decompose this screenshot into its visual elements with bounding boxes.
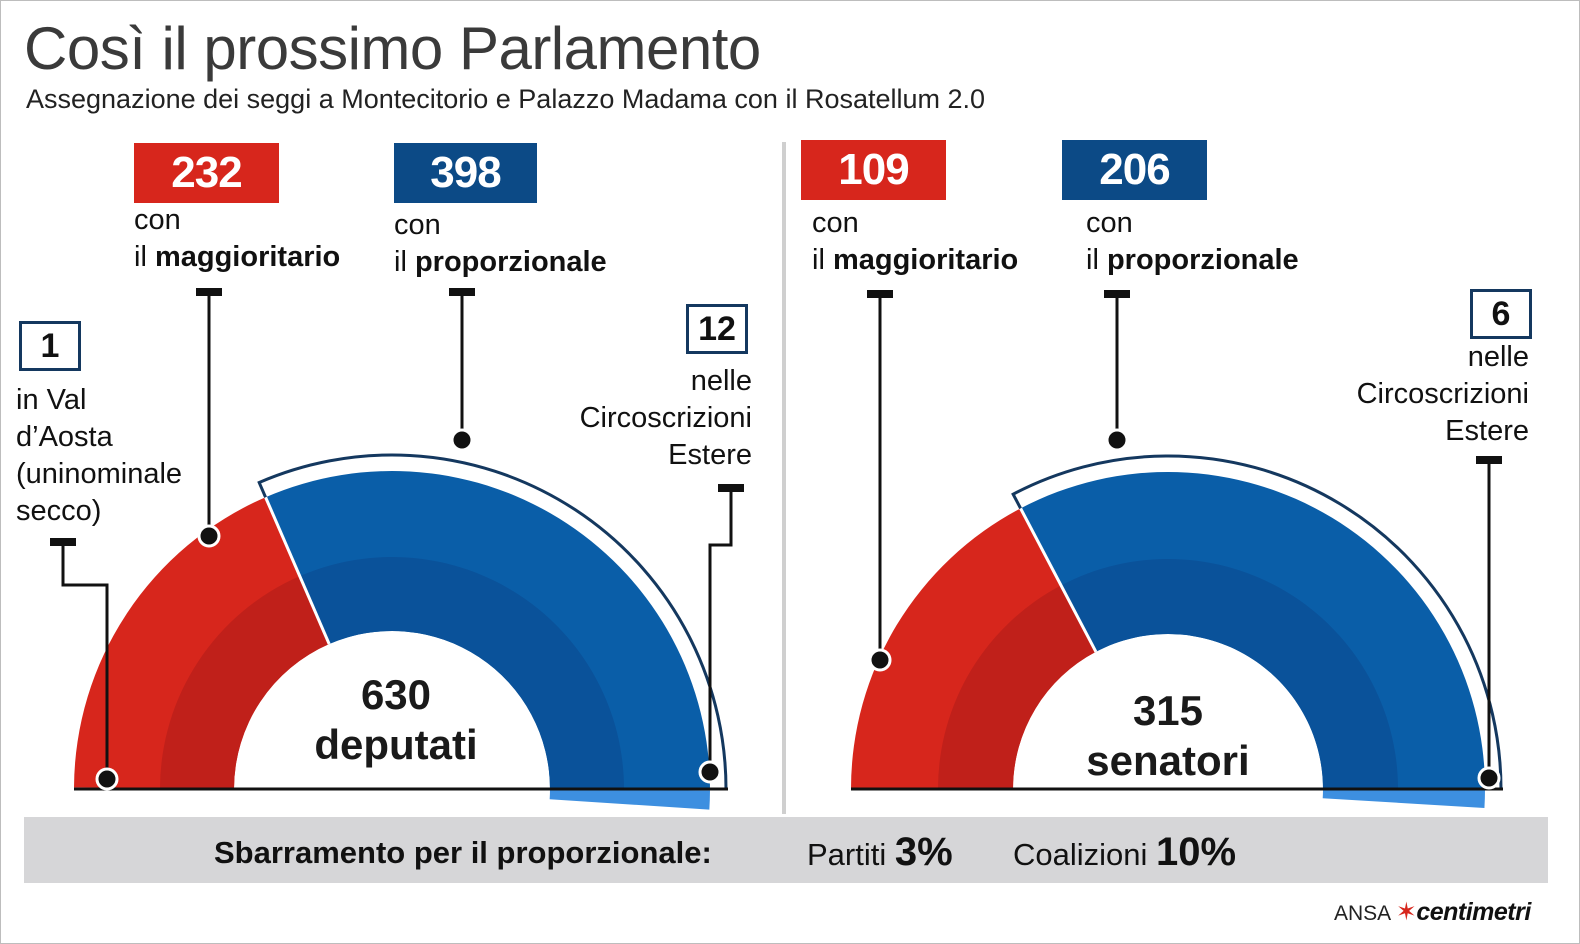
senato-estero-value: 6 <box>1491 294 1511 333</box>
camera-proporzionale-badge: 398 <box>394 143 537 203</box>
camera-segment <box>549 789 710 810</box>
camera-estero-value: 12 <box>698 309 736 348</box>
camera-valdaosta-value: 1 <box>40 326 60 365</box>
camera-estero-line: Estere <box>668 439 752 471</box>
credit-brand-name: centimetri <box>1416 898 1531 926</box>
credit-agency: ANSA <box>1334 902 1391 925</box>
camera-leader-line <box>708 488 733 772</box>
camera-leader-dot <box>197 524 221 548</box>
senato-maggioritario-value: 109 <box>838 145 909 194</box>
camera-valdaosta-line: d’Aosta <box>16 421 113 453</box>
threshold-coalizioni-label: Coalizioni <box>1013 837 1148 872</box>
senato-segment <box>851 508 1096 789</box>
camera-leader-cap <box>449 288 475 296</box>
camera-estero-line: nelle <box>690 365 752 397</box>
senato-maggioritario-badge: 109 <box>801 140 946 200</box>
camera-leader-dot <box>450 428 474 452</box>
senato-maggioritario-type: maggioritario <box>832 244 1019 276</box>
senato-maggioritario-il: il <box>812 244 825 276</box>
camera-segment-inner <box>299 557 624 791</box>
camera-total: 630 deputati <box>296 670 496 770</box>
threshold-partiti-value: 3% <box>894 830 953 874</box>
camera-valdaosta-line: secco) <box>16 495 102 527</box>
senato-estero-line: Circoscrizioni <box>1356 378 1529 410</box>
senato-proporzionale-label: con il proporzionale <box>1086 205 1299 279</box>
camera-leader-line <box>61 542 109 779</box>
camera-segment-border <box>264 496 331 645</box>
senato-proporzionale-con: con <box>1086 207 1133 239</box>
camera-leader-cap <box>196 288 222 296</box>
senato-proporzionale-type: proporzionale <box>1106 244 1299 276</box>
senato-estero-box: 6 <box>1470 289 1532 339</box>
threshold-coalizioni: Coalizioni 10% <box>1013 830 1236 875</box>
camera-segment-inner <box>160 576 330 789</box>
senato-total-label: senatori <box>1086 737 1250 784</box>
senato-leader-cap <box>867 290 893 298</box>
senato-segment-border <box>1019 507 1098 653</box>
camera-leader-cap <box>50 538 76 546</box>
page-subtitle: Assegnazione dei seggi a Montecitorio e … <box>26 84 986 114</box>
senato-leader-cap <box>1104 290 1130 298</box>
camera-leader-dot <box>95 767 119 791</box>
threshold-coalizioni-value: 10% <box>1156 830 1237 874</box>
camera-estero-line: Circoscrizioni <box>579 402 752 434</box>
senato-maggioritario-con: con <box>812 207 859 239</box>
camera-leader-cap <box>718 484 744 492</box>
panel-divider <box>782 142 786 814</box>
camera-total-value: 630 <box>360 671 432 718</box>
senato-leader-cap <box>1476 456 1502 464</box>
threshold-bar <box>24 817 1548 883</box>
threshold-partiti: Partiti 3% <box>807 830 953 875</box>
credit: ANSA ✶centimetri <box>1334 897 1531 927</box>
camera-proporzionale-type: proporzionale <box>414 246 607 278</box>
senato-total-value: 315 <box>1132 687 1204 734</box>
camera-total-label: deputati <box>314 721 478 768</box>
credit-brand: ✶centimetri <box>1396 898 1531 926</box>
camera-estero-label: nelle Circoscrizioni Estere <box>540 363 752 474</box>
camera-proporzionale-con: con <box>394 209 441 241</box>
camera-maggioritario-type: maggioritario <box>154 241 341 273</box>
camera-maggioritario-il: il <box>134 241 147 273</box>
senato-proporzionale-value: 206 <box>1099 145 1170 194</box>
camera-estero-box: 12 <box>686 304 748 354</box>
camera-valdaosta-label: in Val d’Aosta (uninominale secco) <box>16 382 182 530</box>
senato-segment <box>1322 789 1485 808</box>
camera-proporzionale-value: 398 <box>430 148 501 197</box>
camera-segment <box>74 497 330 789</box>
camera-valdaosta-line: in Val <box>16 384 87 416</box>
camera-valdaosta-box: 1 <box>19 321 81 371</box>
page-title: Così il prossimo Parlamento <box>24 15 761 82</box>
camera-maggioritario-value: 232 <box>171 148 242 197</box>
senato-estero-line: nelle <box>1467 341 1529 373</box>
senato-leader-dot <box>1105 428 1129 452</box>
credit-brand-mark: ✶ <box>1395 898 1417 926</box>
threshold-title: Sbarramento per il proporzionale: <box>214 835 712 870</box>
threshold-partiti-label: Partiti <box>807 837 887 872</box>
senato-estero-label: nelle Circoscrizioni Estere <box>1316 339 1529 450</box>
senato-estero-line: Estere <box>1445 415 1529 447</box>
camera-proporzionale-label: con il proporzionale <box>394 207 607 281</box>
camera-maggioritario-label: con il maggioritario <box>134 202 340 276</box>
camera-proporzionale-il: il <box>394 246 407 278</box>
senato-bracket <box>1011 454 1503 790</box>
senato-maggioritario-label: con il maggioritario <box>812 205 1018 279</box>
senato-leader-dot <box>868 648 892 672</box>
camera-maggioritario-con: con <box>134 204 181 236</box>
senato-segment-inner <box>1061 559 1398 789</box>
camera-maggioritario-badge: 232 <box>134 143 279 203</box>
senato-proporzionale-il: il <box>1086 244 1099 276</box>
senato-proporzionale-badge: 206 <box>1062 140 1207 200</box>
senato-segment-inner <box>938 585 1096 789</box>
camera-leader-dot <box>698 760 722 784</box>
senato-total: 315 senatori <box>1068 686 1268 786</box>
senato-leader-dot <box>1477 766 1501 790</box>
camera-valdaosta-line: (uninominale <box>16 458 183 490</box>
